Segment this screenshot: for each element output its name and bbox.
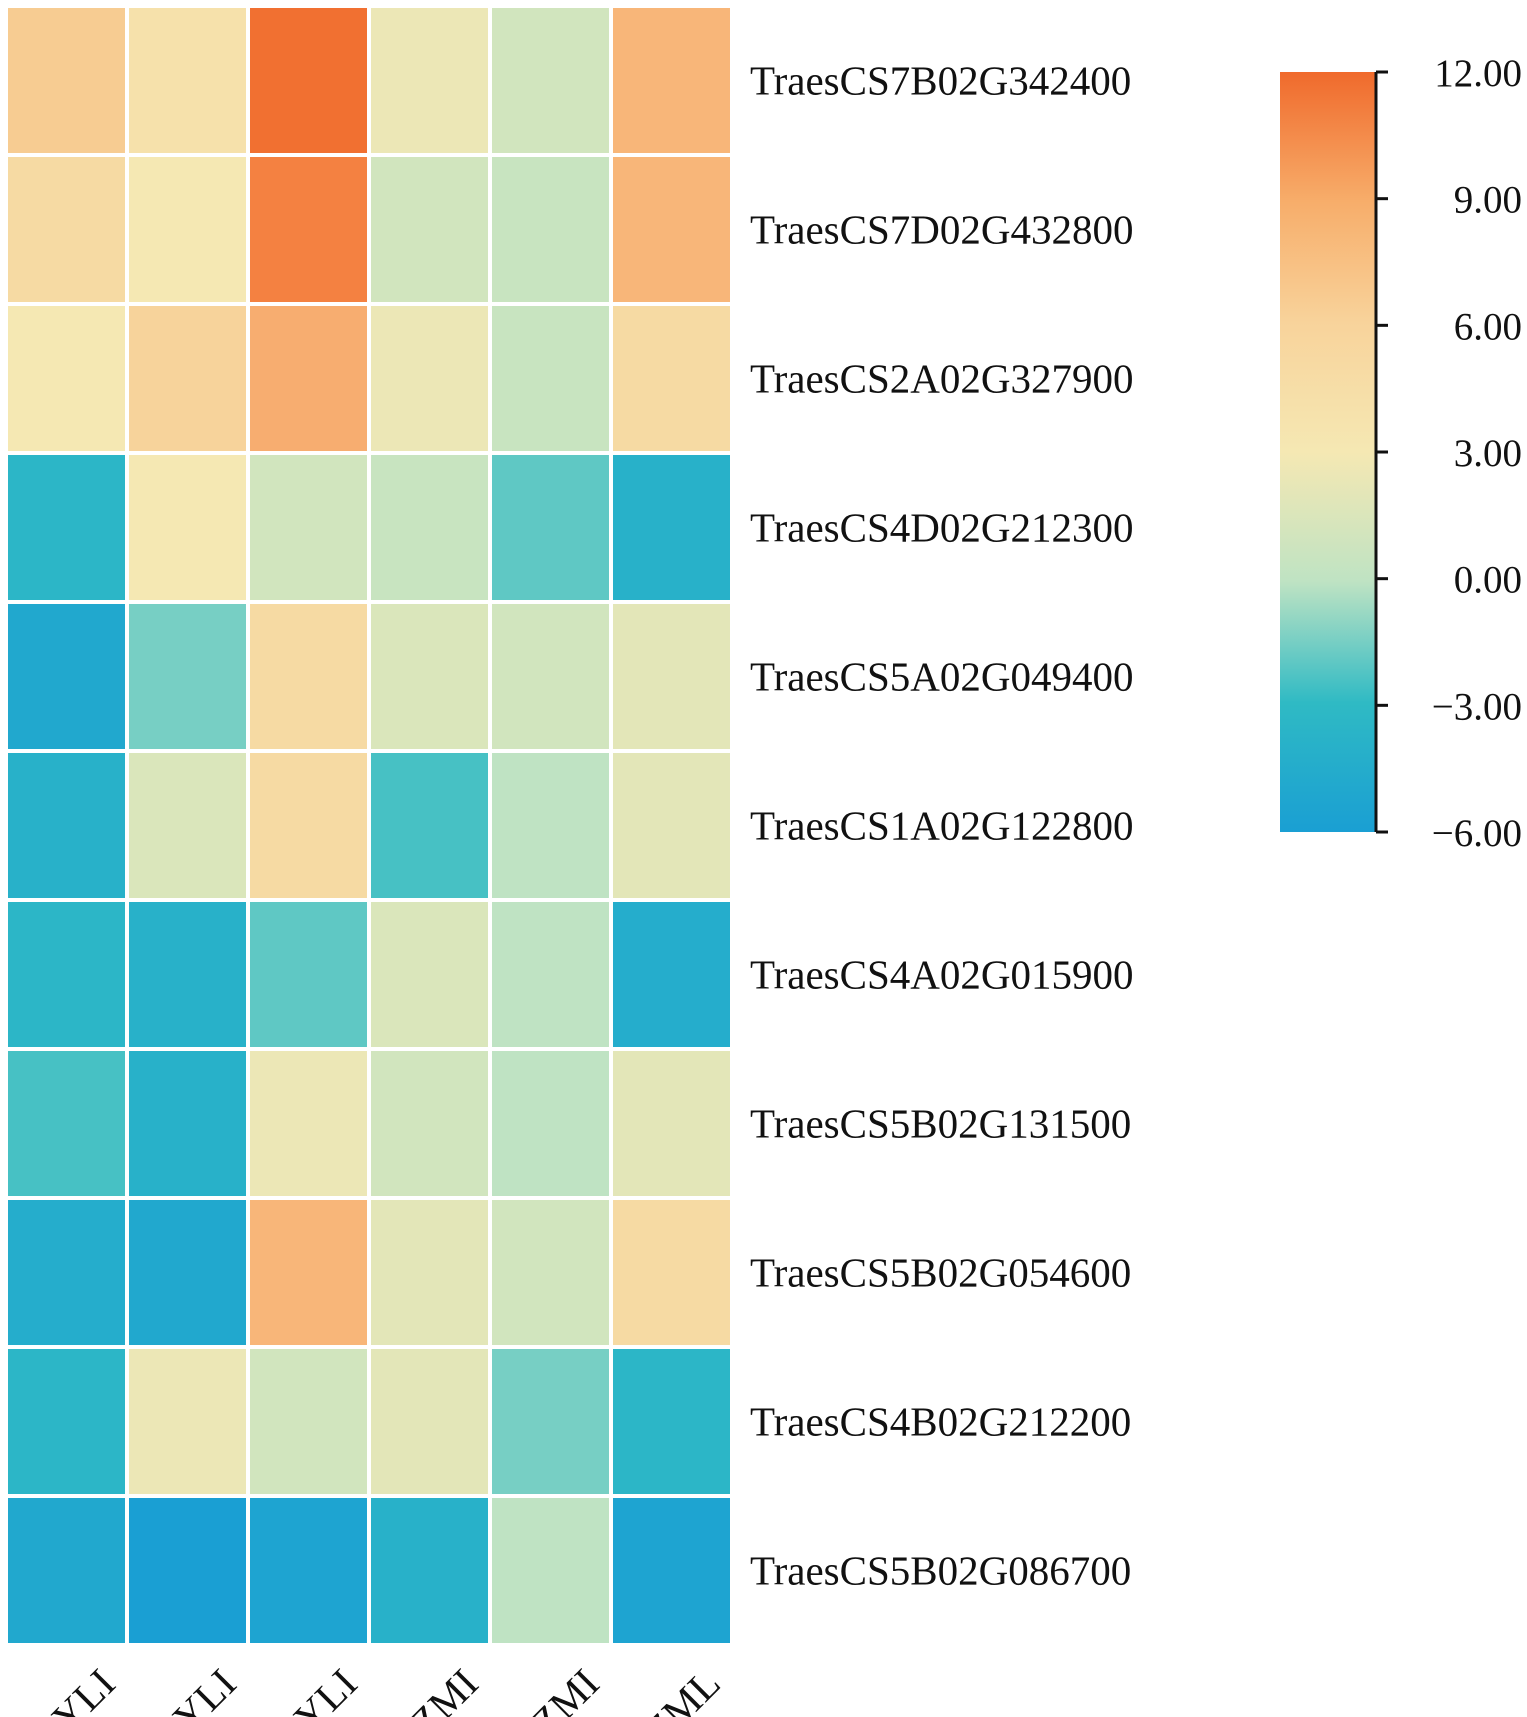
colorbar-tick-label: 0.00 (1454, 559, 1522, 602)
heatmap-cell (492, 753, 609, 898)
column-label: III-ZML (596, 1660, 728, 1717)
heatmap-cell (371, 1051, 488, 1196)
column-label: I-YLI (24, 1660, 124, 1717)
colorbar-tick-label: 9.00 (1454, 179, 1522, 222)
heatmap-cell (371, 157, 488, 302)
heatmap-cell (129, 455, 246, 600)
heatmap-cell (613, 8, 730, 153)
heatmap-cell (8, 753, 125, 898)
colorbar-tick-label: 3.00 (1454, 432, 1522, 475)
heatmap-cell (371, 455, 488, 600)
row-label: TraesCS2A02G327900 (750, 356, 1133, 402)
column-label: II-ZMI (493, 1660, 608, 1717)
heatmap-cell (129, 604, 246, 749)
heatmap-cell (8, 902, 125, 1047)
heatmap-cell (250, 753, 367, 898)
heatmap-cell (613, 604, 730, 749)
colorbar-tick-label: −3.00 (1432, 685, 1522, 728)
heatmap-cell (613, 1051, 730, 1196)
heatmap-cell (8, 1498, 125, 1643)
heatmap-cell (371, 753, 488, 898)
heatmap-cell (371, 1349, 488, 1494)
heatmap-cell (492, 1498, 609, 1643)
heatmap-cell (250, 1498, 367, 1643)
column-label: I-ZMI (382, 1660, 487, 1717)
heatmap-cell (8, 306, 125, 451)
row-labels: TraesCS7B02G342400 TraesCS7D02G432800 Trae… (750, 58, 1133, 1594)
heatmap-cell (492, 1051, 609, 1196)
heatmap-cell (492, 455, 609, 600)
row-label: TraesCS4B02G212200 (750, 1399, 1131, 1445)
heatmap-cell (371, 902, 488, 1047)
heatmap-cell (492, 604, 609, 749)
heatmap-cell (371, 1200, 488, 1345)
heatmap-cell (492, 902, 609, 1047)
heatmap-cell (492, 8, 609, 153)
heatmap-cell (613, 455, 730, 600)
heatmap-cell (492, 306, 609, 451)
heatmap-cell (129, 306, 246, 451)
colorbar-tick-label: −6.00 (1432, 812, 1522, 855)
heatmap-cell (492, 1200, 609, 1345)
heatmap-cells (8, 8, 730, 1643)
heatmap-cell (250, 1200, 367, 1345)
heatmap-cell (613, 1349, 730, 1494)
heatmap-cell (613, 157, 730, 302)
heatmap-cell (371, 306, 488, 451)
heatmap-cell (8, 604, 125, 749)
colorbar-bar (1280, 72, 1375, 832)
heatmap-cell (8, 1200, 125, 1345)
heatmap-cell (129, 1200, 246, 1345)
heatmap-cell (250, 1051, 367, 1196)
heatmap-cell (250, 1349, 367, 1494)
heatmap-cell (250, 306, 367, 451)
row-label: TraesCS4D02G212300 (750, 505, 1133, 551)
heatmap-cell (129, 1051, 246, 1196)
heatmap-cell (613, 753, 730, 898)
heatmap-cell (371, 8, 488, 153)
heatmap-cell (492, 1349, 609, 1494)
heatmap-cell (371, 604, 488, 749)
heatmap-cell (129, 8, 246, 153)
heatmap-cell (8, 1051, 125, 1196)
heatmap-cell (250, 157, 367, 302)
heatmap-cell (250, 604, 367, 749)
heatmap-cell (371, 1498, 488, 1643)
heatmap-cell (492, 157, 609, 302)
heatmap-cell (250, 455, 367, 600)
column-label: III-YLI (246, 1660, 365, 1717)
row-label: TraesCS5B02G131500 (750, 1101, 1131, 1147)
colorbar-ticks: 12.00 9.00 6.00 3.00 0.00 −3.00 −6.00 (1376, 52, 1522, 855)
row-label: TraesCS4A02G015900 (750, 952, 1133, 998)
column-label: II-YLI (135, 1660, 245, 1717)
heatmap-cell (129, 902, 246, 1047)
heatmap-cell (613, 306, 730, 451)
colorbar-tick-label: 12.00 (1434, 52, 1522, 95)
heatmap-cell (8, 8, 125, 153)
heatmap-cell (129, 157, 246, 302)
row-label: TraesCS5A02G049400 (750, 654, 1133, 700)
heatmap-cell (250, 902, 367, 1047)
heatmap-cell (8, 157, 125, 302)
heatmap-cell (613, 1498, 730, 1643)
heatmap-cell (129, 753, 246, 898)
heatmap-cell (613, 1200, 730, 1345)
heatmap-cell (613, 902, 730, 1047)
colorbar: 12.00 9.00 6.00 3.00 0.00 −3.00 −6.00 (1280, 52, 1522, 855)
colorbar-tick-label: 6.00 (1454, 305, 1522, 348)
row-label: TraesCS1A02G122800 (750, 803, 1133, 849)
row-label: TraesCS7D02G432800 (750, 207, 1133, 253)
heatmap-cell (129, 1498, 246, 1643)
row-label: TraesCS5B02G054600 (750, 1250, 1131, 1296)
heatmap-cell (250, 8, 367, 153)
heatmap-cell (8, 455, 125, 600)
row-label: TraesCS5B02G086700 (750, 1548, 1131, 1594)
row-label: TraesCS7B02G342400 (750, 58, 1131, 104)
heatmap-cell (8, 1349, 125, 1494)
heatmap-cell (129, 1349, 246, 1494)
